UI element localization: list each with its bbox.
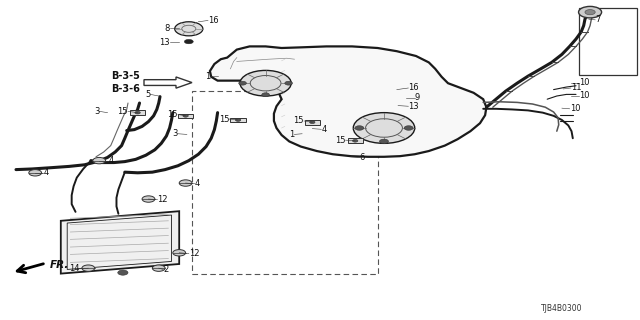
Circle shape xyxy=(355,126,364,130)
Text: 15: 15 xyxy=(219,115,229,124)
Circle shape xyxy=(310,121,315,124)
Text: 12: 12 xyxy=(189,249,199,258)
Circle shape xyxy=(353,113,415,143)
Circle shape xyxy=(285,81,292,85)
Text: 3: 3 xyxy=(94,107,99,116)
Circle shape xyxy=(179,180,192,186)
Circle shape xyxy=(236,119,241,121)
Text: 16: 16 xyxy=(208,16,219,25)
Text: 10: 10 xyxy=(570,104,580,113)
Polygon shape xyxy=(210,46,486,157)
Text: TJB4B0300: TJB4B0300 xyxy=(541,304,582,313)
Circle shape xyxy=(380,139,388,144)
Polygon shape xyxy=(61,211,179,274)
Circle shape xyxy=(183,115,188,117)
Text: 2: 2 xyxy=(163,265,168,274)
Circle shape xyxy=(118,270,128,275)
Circle shape xyxy=(184,39,193,44)
Text: 12: 12 xyxy=(157,195,168,204)
Circle shape xyxy=(579,6,602,18)
Bar xyxy=(579,8,637,75)
Text: 3: 3 xyxy=(173,129,178,138)
Circle shape xyxy=(239,81,246,85)
Circle shape xyxy=(173,250,186,256)
Text: 4: 4 xyxy=(321,125,326,134)
Text: 5: 5 xyxy=(145,90,150,99)
Text: 15: 15 xyxy=(118,107,128,116)
Text: 13: 13 xyxy=(408,102,419,111)
Text: 13: 13 xyxy=(159,38,170,47)
Text: 6: 6 xyxy=(360,153,365,162)
Text: 15: 15 xyxy=(294,116,304,125)
Text: 16: 16 xyxy=(408,84,419,92)
Text: 9: 9 xyxy=(415,93,420,102)
Text: 10: 10 xyxy=(579,78,589,87)
Circle shape xyxy=(262,93,269,97)
Circle shape xyxy=(404,126,413,130)
Text: 4: 4 xyxy=(44,168,49,177)
Circle shape xyxy=(29,170,42,176)
Text: 15: 15 xyxy=(168,110,178,119)
Circle shape xyxy=(142,196,155,202)
Circle shape xyxy=(135,111,140,114)
Circle shape xyxy=(93,157,106,164)
Text: 14: 14 xyxy=(70,264,80,273)
Text: 4: 4 xyxy=(109,156,114,165)
Text: 11: 11 xyxy=(571,84,581,92)
Text: 8: 8 xyxy=(164,24,170,33)
Bar xyxy=(178,114,193,118)
Circle shape xyxy=(152,265,165,271)
Bar xyxy=(192,91,378,274)
Bar xyxy=(230,118,246,122)
Circle shape xyxy=(585,10,595,15)
Bar xyxy=(348,139,363,143)
Circle shape xyxy=(353,140,358,142)
Text: 4: 4 xyxy=(195,179,200,188)
Text: 10: 10 xyxy=(579,92,589,100)
Text: 7: 7 xyxy=(595,15,600,24)
Bar xyxy=(130,110,145,115)
Circle shape xyxy=(240,70,291,96)
Bar xyxy=(305,120,320,124)
Circle shape xyxy=(82,265,95,271)
Circle shape xyxy=(175,22,203,36)
Text: 15: 15 xyxy=(335,136,346,145)
Text: FR.: FR. xyxy=(50,260,69,270)
Text: 1: 1 xyxy=(289,130,294,139)
Text: B-3-5
B-3-6: B-3-5 B-3-6 xyxy=(111,71,140,94)
Text: 1: 1 xyxy=(205,72,210,81)
